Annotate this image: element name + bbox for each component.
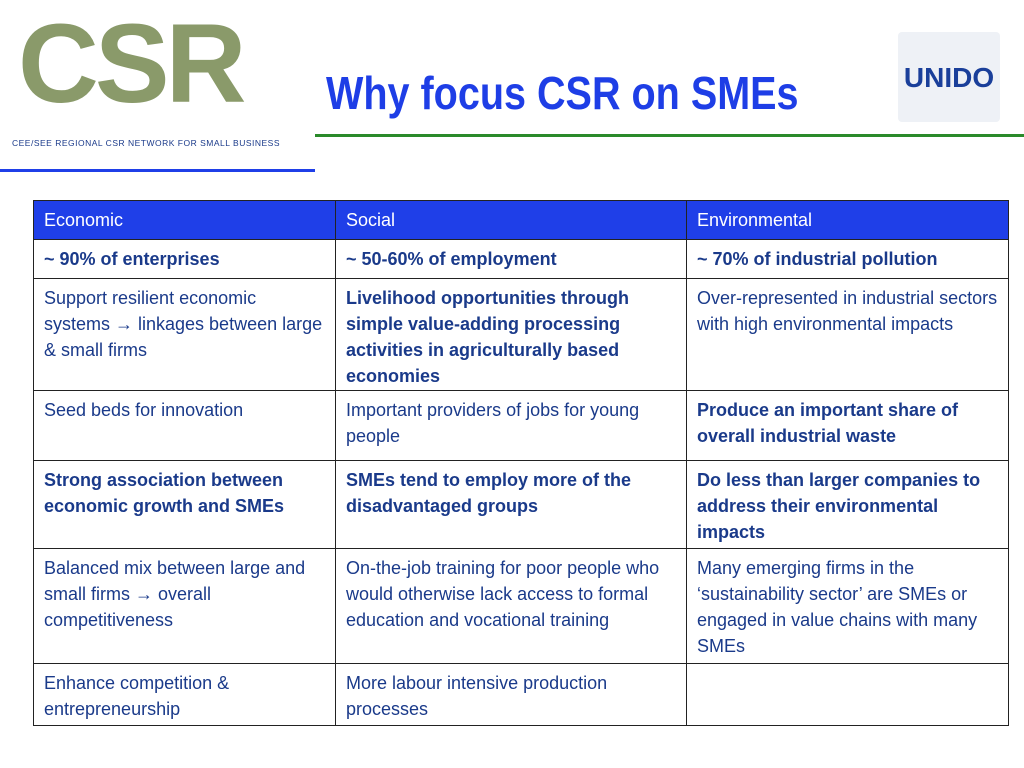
column-header: Social [335, 200, 687, 240]
row: Enhance competition & entrepreneurship M… [33, 663, 1009, 726]
row: Balanced mix between large and small fir… [33, 548, 1009, 664]
cell: Do less than larger companies to address… [686, 460, 1009, 549]
cell: ~ 50-60% of employment [335, 239, 687, 279]
logo-wordmark: CSR [18, 1, 246, 126]
cell: Strong association between economic grow… [33, 460, 336, 549]
column-header: Environmental [686, 200, 1009, 240]
column-header: Economic [33, 200, 336, 240]
cell: Over-represented in industrial sectors w… [686, 278, 1009, 391]
cell: Seed beds for innovation [33, 390, 336, 461]
divider-blue [0, 169, 315, 172]
cell: SMEs tend to employ more of the disadvan… [335, 460, 687, 549]
cell: Many emerging firms in the ‘sustainabili… [686, 548, 1009, 664]
partner-logo-text: UNIDO [903, 62, 995, 93]
partner-logo: UNIDO [898, 32, 1000, 122]
cell: On-the-job training for poor people who … [335, 548, 687, 664]
cell: Enhance competition & entrepreneurship [33, 663, 336, 726]
cell: Balanced mix between large and small fir… [33, 548, 336, 664]
header-row: Economic Social Environmental [33, 200, 1009, 240]
cell: Livelihood opportunities through simple … [335, 278, 687, 391]
cell: Support resilient economic systems → lin… [33, 278, 336, 391]
slide-title: Why focus CSR on SMEs [326, 67, 799, 119]
cell: Important providers of jobs for young pe… [335, 390, 687, 461]
row: Strong association between economic grow… [33, 460, 1009, 549]
cell: ~ 90% of enterprises [33, 239, 336, 279]
cell: Produce an important share of overall in… [686, 390, 1009, 461]
comparison-table: Economic Social Environmental ~ 90% of e… [33, 200, 1009, 726]
cell [686, 663, 1009, 726]
cell: ~ 70% of industrial pollution [686, 239, 1009, 279]
row: ~ 90% of enterprises ~ 50-60% of employm… [33, 239, 1009, 279]
logo-tagline: CEE/SEE REGIONAL CSR NETWORK FOR SMALL B… [12, 138, 281, 148]
divider-green [315, 134, 1024, 137]
row: Seed beds for innovation Important provi… [33, 390, 1009, 461]
cell: More labour intensive production process… [335, 663, 687, 726]
row: Support resilient economic systems → lin… [33, 278, 1009, 391]
